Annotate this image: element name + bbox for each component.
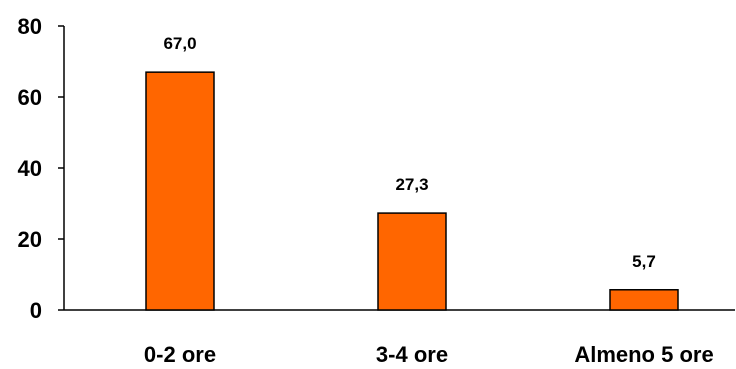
y-tick-label: 20: [18, 227, 42, 252]
data-label: 5,7: [632, 252, 656, 271]
y-tick-label: 40: [18, 156, 42, 181]
bar-3: [609, 289, 679, 311]
data-label: 27,3: [395, 175, 428, 194]
bar-1: [145, 71, 215, 311]
axes: 0 20 40 60 80: [18, 14, 735, 323]
bars: [145, 71, 679, 311]
y-tick-label: 60: [18, 85, 42, 110]
data-label: 67,0: [163, 34, 196, 53]
bar-2: [377, 212, 447, 311]
y-tick-label: 0: [30, 298, 42, 323]
y-tick-label: 80: [18, 14, 42, 39]
x-category-label: 0-2 ore: [144, 342, 216, 367]
labels: 67,0 0-2 ore 27,3 3-4 ore 5,7 Almeno 5 ore: [144, 34, 714, 367]
x-category-label: 3-4 ore: [376, 342, 448, 367]
x-category-label: Almeno 5 ore: [574, 342, 713, 367]
